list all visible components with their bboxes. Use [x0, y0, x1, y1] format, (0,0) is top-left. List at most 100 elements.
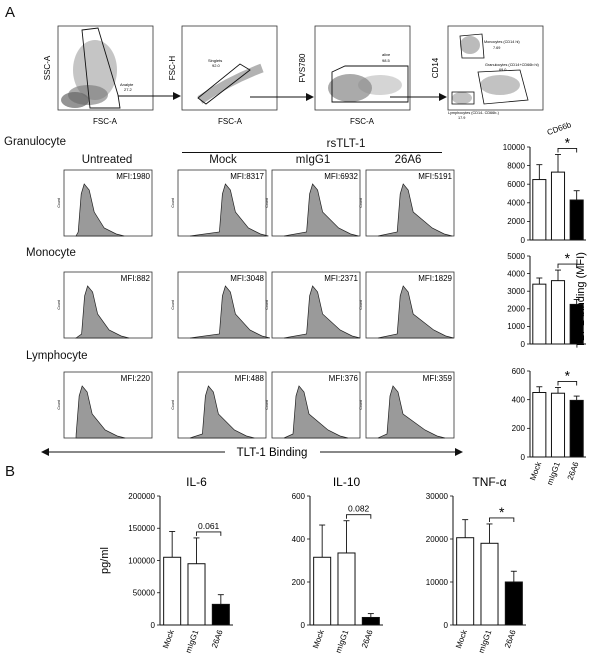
- chart-title: IL-6: [186, 475, 207, 489]
- x-tick-label: Mock: [161, 628, 176, 650]
- histogram-panel: Count MFI:8317: [171, 169, 269, 237]
- histogram-curve: [189, 385, 255, 439]
- bar: [187, 563, 206, 626]
- significance-bracket: [489, 517, 515, 522]
- x-tick-label: mIgG1: [545, 460, 562, 486]
- bar: [532, 392, 547, 458]
- analyte-gate: [81, 27, 121, 109]
- histogram-curve: [377, 183, 453, 237]
- bar: [569, 199, 584, 241]
- y-tick-label: 1000: [507, 322, 525, 331]
- significance-bracket: [196, 531, 222, 536]
- significance-label: 0.082: [348, 504, 370, 514]
- col-mock: Mock: [209, 154, 237, 166]
- histogram-count-label: Count: [171, 198, 175, 207]
- y-tick-label: 600: [512, 367, 526, 376]
- histogram-curve: [75, 183, 125, 237]
- histogram-panel: Count MFI:3048: [171, 271, 270, 339]
- row-label-lymphocyte: Lymphocyte: [26, 350, 88, 362]
- histogram-count-label: Count: [57, 198, 61, 207]
- histogram-curve: [283, 285, 361, 339]
- y-axis-label: FSC-H: [168, 56, 177, 81]
- bar: [504, 581, 523, 626]
- bar: [550, 280, 566, 345]
- y-tick-label: 10000: [426, 578, 449, 587]
- x-tick-label: 26A6: [360, 628, 375, 649]
- y-axis-title: TLT-1 binding (MFI): [575, 252, 587, 348]
- y-tick-label: 5000: [507, 252, 525, 261]
- histogram-count-label: Count: [359, 198, 363, 207]
- gating-plot-populations: Monocytes (CD14 hi) 7.69 Granulocytes (C…: [431, 25, 573, 135]
- rstlt-bracket-line: [182, 152, 442, 153]
- x-tick-label: mIgG1: [184, 628, 201, 654]
- gating-plot-alive: alive 98.5 FVS780 FSC-A: [298, 25, 411, 126]
- bar: [569, 399, 584, 458]
- y-tick-label: 0: [521, 236, 526, 245]
- col-26a6: 26A6: [394, 154, 422, 166]
- bar-chart-tnfa: 0 10000 20000 30000 Mock mIgG1 26A6 * TNF-α: [426, 475, 526, 654]
- significance-label: *: [565, 367, 571, 383]
- bar: [532, 283, 547, 345]
- y-tick-label: 30000: [426, 492, 449, 501]
- mfi-value: MFI:1980: [116, 172, 150, 181]
- x-tick-label: mIgG1: [477, 628, 494, 654]
- monocyte-gate: [459, 33, 485, 59]
- mfi-value: MFI:488: [235, 374, 265, 383]
- gate-value: 69.0: [499, 68, 506, 72]
- mfi-value: MFI:376: [329, 374, 359, 383]
- y-tick-label: 0: [151, 621, 156, 630]
- histogram-curve: [74, 285, 130, 339]
- histogram-panel: Count MFI:2371: [265, 271, 361, 339]
- gating-plot-analyte: Analyte 27.2 SSC-A FSC-A: [43, 25, 154, 126]
- bar: [337, 552, 356, 626]
- binding-axis-label: TLT-1 Binding: [237, 447, 308, 459]
- mfi-value: MFI:1829: [418, 274, 452, 283]
- significance-label: 0.061: [198, 521, 220, 531]
- gate-value: 27.2: [124, 87, 133, 92]
- histogram-curve: [189, 285, 270, 339]
- gate-label: Analyte: [120, 82, 134, 87]
- gate-value: 17.9: [458, 116, 465, 120]
- mfi-value: MFI:882: [121, 274, 151, 283]
- mfi-value: MFI:8317: [230, 172, 264, 181]
- significance-bracket: [557, 381, 578, 386]
- y-tick-label: 600: [292, 492, 306, 501]
- histogram-panel: Count MFI:6932: [265, 169, 361, 237]
- mfi-value: MFI:359: [423, 374, 453, 383]
- singlets-gate: [197, 63, 251, 105]
- histogram-count-label: Count: [265, 400, 269, 409]
- histogram-curve: [283, 385, 349, 439]
- significance-bracket: [557, 263, 578, 269]
- histogram-count-label: Count: [57, 300, 61, 309]
- histogram-count-label: Count: [359, 400, 363, 409]
- mfi-value: MFI:5191: [418, 172, 452, 181]
- y-tick-label: 10000: [503, 143, 526, 152]
- x-axis-label: FSC-A: [350, 117, 375, 126]
- bar-chart-il10: 0 200 400 600 Mock mIgG1 26A6 0.082 IL-10: [292, 475, 383, 654]
- bar: [313, 556, 332, 626]
- bar: [532, 179, 547, 241]
- mfi-value: MFI:6932: [324, 172, 358, 181]
- y-tick-label: 400: [292, 535, 306, 544]
- y-tick-label: 6000: [507, 180, 525, 189]
- significance-label: *: [565, 134, 571, 150]
- mfi-value: MFI:3048: [230, 274, 264, 283]
- y-tick-label: 200: [512, 424, 526, 433]
- significance-bracket: [346, 514, 372, 519]
- histogram-panel: Count MFI:376: [265, 371, 361, 439]
- bar: [550, 171, 566, 241]
- y-tick-label: 0: [521, 340, 526, 349]
- y-tick-label: 3000: [507, 287, 525, 296]
- lymphocyte-gate: [451, 91, 475, 105]
- histogram-panel: Count MFI:1829: [359, 271, 455, 339]
- histogram-curve: [75, 385, 126, 439]
- gate-value: 98.5: [382, 58, 391, 63]
- x-tick-label: Mock: [311, 628, 326, 650]
- histogram-count-label: Count: [265, 300, 269, 309]
- histogram-panel: Count MFI:1980: [57, 169, 153, 237]
- y-tick-label: 2000: [507, 217, 525, 226]
- y-axis-label: FVS780: [298, 53, 307, 82]
- y-tick-label: 8000: [507, 161, 525, 170]
- scatter-cloud: [328, 74, 372, 102]
- bar: [480, 542, 499, 626]
